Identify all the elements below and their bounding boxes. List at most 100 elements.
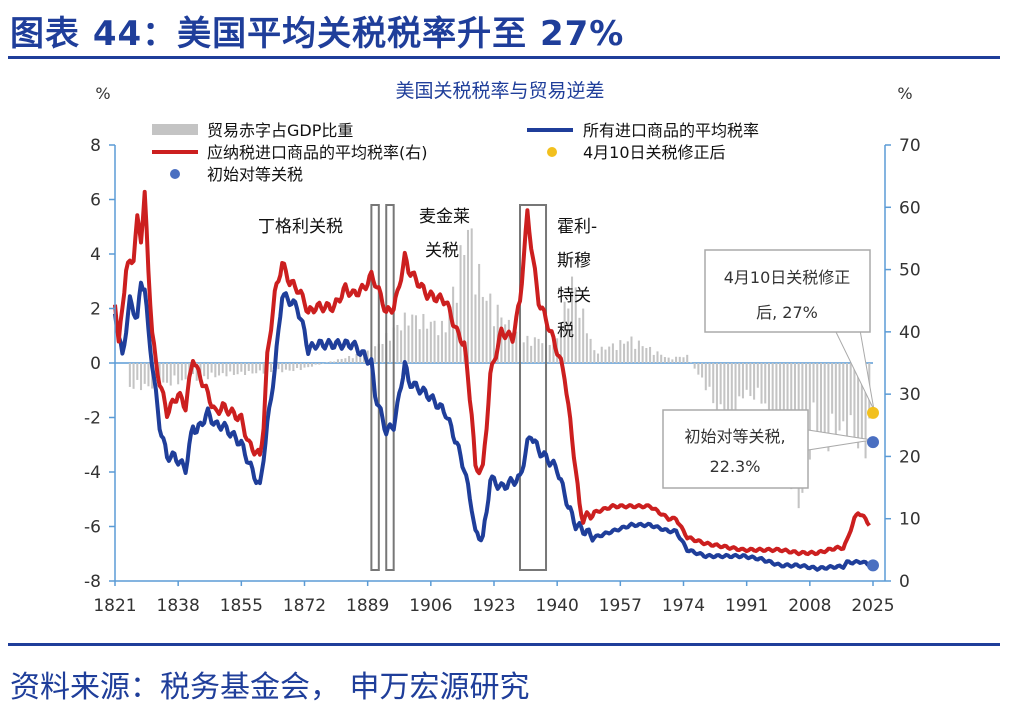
deficit-bar — [333, 361, 336, 363]
deficit-bar — [281, 363, 284, 373]
x-tick-label: 1923 — [472, 596, 515, 616]
deficit-bar — [221, 363, 224, 374]
deficit-bar — [214, 363, 217, 378]
deficit-bar — [418, 329, 421, 363]
legend-avg-label: 所有进口商品的平均税率 — [583, 121, 759, 140]
avg-tariff-line — [113, 280, 871, 572]
deficit-bar — [689, 362, 692, 363]
deficit-bar — [849, 363, 852, 416]
deficit-bar — [515, 331, 518, 363]
deficit-bar — [864, 363, 867, 459]
deficit-bar — [623, 343, 626, 363]
deficit-bar — [541, 343, 544, 363]
right-tick-label: 40 — [899, 323, 921, 343]
right-tick-label: 0 — [899, 572, 910, 592]
deficit-bar — [611, 343, 614, 363]
deficit-bar — [730, 363, 733, 437]
footer-rule — [8, 643, 1000, 646]
deficit-bar — [767, 363, 770, 419]
legend-reciprocal-label: 初始对等关税 — [207, 165, 303, 184]
right-axis-unit: % — [897, 84, 912, 103]
right-tick-label: 60 — [899, 198, 921, 218]
x-tick-label: 1974 — [662, 596, 705, 616]
label-hawley-2: 斯穆 — [557, 251, 591, 271]
deficit-bar — [478, 263, 481, 363]
dutiable-tariff-line — [113, 189, 871, 557]
deficit-bar — [496, 304, 499, 363]
deficit-bar — [574, 287, 577, 363]
deficit-bar — [753, 363, 756, 400]
deficit-bar — [396, 324, 399, 363]
period-box — [519, 204, 548, 571]
legend-after-swatch — [547, 147, 557, 157]
deficit-bar — [507, 319, 510, 363]
deficit-bar — [184, 363, 187, 380]
deficit-bar — [563, 301, 566, 363]
deficit-bar — [808, 363, 811, 460]
deficit-bar — [626, 341, 629, 363]
deficit-bar — [760, 363, 763, 404]
deficit-bar — [775, 363, 778, 416]
deficit-bar — [329, 361, 332, 363]
deficit-bar — [400, 330, 403, 363]
deficit-bar — [582, 308, 585, 363]
deficit-bar — [422, 313, 425, 363]
left-tick-label: -4 — [84, 463, 101, 483]
deficit-bar — [641, 346, 644, 363]
deficit-bar — [177, 363, 180, 385]
deficit-bar — [637, 340, 640, 363]
x-tick-label: 1838 — [157, 596, 200, 616]
deficit-bar — [589, 338, 592, 363]
avg-latest-point — [867, 559, 879, 572]
deficit-bar — [165, 363, 169, 383]
deficit-bar — [247, 363, 250, 371]
deficit-bar — [258, 363, 261, 371]
deficit-bar — [756, 363, 759, 388]
deficit-bar — [225, 363, 228, 377]
deficit-bar — [585, 333, 588, 363]
deficit-bar — [749, 363, 752, 397]
deficit-bar — [578, 317, 581, 363]
legend-deficit-swatch — [152, 124, 198, 135]
deficit-bar — [634, 348, 637, 363]
right-tick-label: 50 — [899, 261, 921, 281]
callout-after-revision: 4月10日关税修正 后, 27% — [704, 249, 875, 411]
deficit-bar — [270, 363, 273, 373]
deficit-bar — [649, 346, 652, 363]
deficit-bar — [444, 332, 447, 363]
deficit-bar — [481, 296, 484, 363]
deficit-bar — [459, 245, 462, 363]
deficit-bar — [827, 363, 830, 452]
deficit-bar — [857, 363, 860, 449]
legend-deficit-label: 贸易赤字占GDP比重 — [207, 121, 353, 140]
deficit-bar — [180, 363, 183, 381]
deficit-bar — [359, 354, 362, 363]
deficit-bar — [139, 363, 143, 391]
deficit-bar — [173, 363, 176, 376]
deficit-bar — [645, 348, 648, 363]
deficit-bar — [277, 363, 280, 370]
deficit-bar — [522, 342, 525, 363]
deficit-bar — [600, 346, 603, 363]
header-rule — [8, 56, 1000, 59]
deficit-bar — [712, 363, 715, 404]
deficit-bar — [678, 356, 681, 363]
deficit-bar — [236, 363, 239, 375]
deficit-bar — [388, 340, 391, 363]
deficit-bar — [426, 328, 429, 363]
left-tick-label: 2 — [90, 300, 101, 320]
label-hawley-3: 特关 — [557, 286, 591, 306]
deficit-bar — [466, 229, 470, 363]
deficit-bar — [143, 363, 146, 384]
deficit-bar — [853, 363, 856, 440]
deficit-bar — [571, 276, 574, 363]
deficit-bar — [310, 363, 313, 367]
deficit-bar — [429, 321, 432, 363]
right-tick-label: 30 — [899, 385, 921, 405]
deficit-bar — [567, 308, 570, 363]
callout-after-box — [704, 249, 871, 333]
deficit-bar — [834, 363, 837, 436]
deficit-bar — [299, 363, 302, 371]
period-box — [385, 204, 395, 571]
